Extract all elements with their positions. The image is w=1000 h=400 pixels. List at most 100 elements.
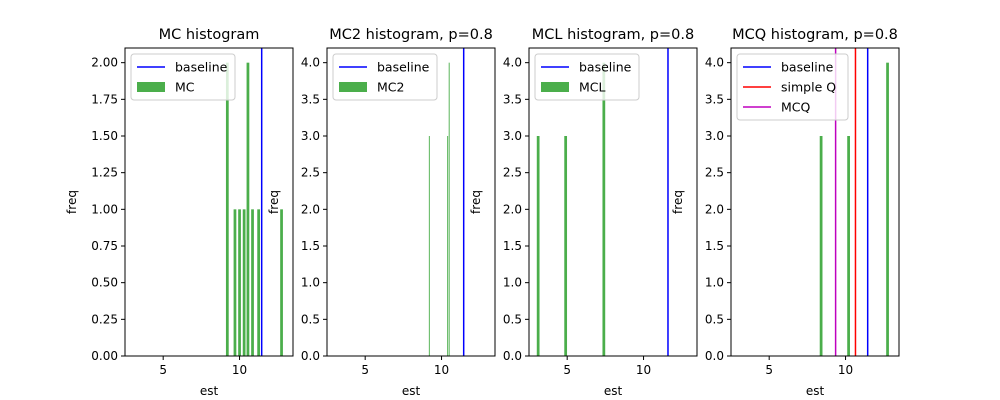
y-tick-label: 1.5 <box>301 239 320 253</box>
x-tick-label: 10 <box>232 363 247 377</box>
y-tick-label: 1.5 <box>503 239 522 253</box>
x-axis-label: est <box>402 384 421 398</box>
legend-label: MCQ <box>781 100 811 115</box>
legend-label: simple Q <box>781 80 836 95</box>
histogram-bar <box>847 136 850 356</box>
legend: baseline MCL <box>534 53 640 101</box>
subplot-title: MC histogram <box>159 27 260 43</box>
histogram-bar <box>886 62 889 356</box>
y-tick-label: 1.25 <box>91 166 118 180</box>
y-axis-label: freq <box>671 190 685 214</box>
axes-frame <box>326 47 496 357</box>
y-tick-label: 1.5 <box>705 239 724 253</box>
x-tick-label: 10 <box>838 363 853 377</box>
histogram-bar <box>238 209 241 356</box>
y-tick-label: 2.00 <box>91 56 118 70</box>
histogram-bar <box>246 62 250 356</box>
x-tick-label: 5 <box>563 363 571 377</box>
y-tick-label: 2.5 <box>503 166 522 180</box>
y-tick-label: 0.00 <box>91 349 118 363</box>
x-axis-label: est <box>200 384 219 398</box>
y-tick-label: 1.00 <box>91 202 118 216</box>
x-axis-label: est <box>604 384 623 398</box>
legend: baseline MC <box>130 53 236 101</box>
y-tick-label: 1.0 <box>301 276 320 290</box>
legend-label: MCL <box>579 80 606 95</box>
y-tick-label: 3.5 <box>705 92 724 106</box>
x-tick-label: 10 <box>434 363 449 377</box>
y-tick-label: 4.0 <box>301 56 320 70</box>
subplot-title: MCL histogram, p=0.8 <box>532 27 694 43</box>
y-tick-label: 0.25 <box>91 312 118 326</box>
y-tick-label: 3.5 <box>503 92 522 106</box>
y-tick-label: 4.0 <box>503 56 522 70</box>
y-tick-label: 0.0 <box>301 349 320 363</box>
histogram-bar <box>257 209 261 356</box>
x-axis-label: est <box>806 384 825 398</box>
x-tick-label: 5 <box>361 363 369 377</box>
axes-frame <box>730 47 900 357</box>
y-tick-label: 0.0 <box>705 349 724 363</box>
y-tick-label: 1.0 <box>503 276 522 290</box>
histogram-bar <box>447 136 449 356</box>
x-tick-label: 10 <box>636 363 651 377</box>
axes-frame <box>124 47 294 357</box>
y-tick-label: 3.5 <box>301 92 320 106</box>
y-tick-label: 2.5 <box>705 166 724 180</box>
x-tick-label: 5 <box>765 363 773 377</box>
subplot-title: MC2 histogram, p=0.8 <box>329 27 493 43</box>
histogram-bar <box>448 62 450 356</box>
legend-label: baseline <box>781 60 834 75</box>
histogram-bar <box>602 62 606 356</box>
y-tick-label: 0.50 <box>91 276 118 290</box>
histogram-bar <box>242 209 246 356</box>
y-axis-label: freq <box>267 190 281 214</box>
histogram-bar <box>280 209 283 356</box>
plot-area <box>428 48 465 356</box>
histogram-bar <box>251 209 254 356</box>
legend-patch-swatch <box>137 82 165 92</box>
axes-frame <box>528 47 698 357</box>
subplot-2: 5 10 0.0 0.5 1.0 1.5 2.0 2.5 3.0 3.5 4.0 MC2 histog… <box>267 27 496 398</box>
histogram-bar <box>564 136 568 356</box>
histogram-bar <box>225 62 229 356</box>
y-tick-label: 0.75 <box>91 239 118 253</box>
legend-label: baseline <box>579 60 632 75</box>
subplot-title: MCQ histogram, p=0.8 <box>732 27 898 43</box>
x-tick-label: 5 <box>159 363 167 377</box>
y-tick-label: 0.5 <box>503 312 522 326</box>
y-axis-label: freq <box>65 190 79 214</box>
y-tick-label: 1.0 <box>705 276 724 290</box>
plot-area <box>225 48 283 356</box>
y-tick-label: 3.0 <box>705 129 724 143</box>
y-tick-label: 4.0 <box>705 56 724 70</box>
histogram-bar <box>819 136 823 356</box>
subplot-4: 5 10 0.0 0.5 1.0 1.5 2.0 2.5 3.0 3.5 4.0 MCQ histog… <box>671 27 900 398</box>
y-tick-label: 2.0 <box>705 202 724 216</box>
y-tick-label: 3.0 <box>301 129 320 143</box>
legend-patch-swatch <box>541 82 569 92</box>
histogram-bar <box>233 209 237 356</box>
subplot-1: 5 10 0.00 0.25 0.50 0.75 1.00 1.25 1.50 1.75 2.00 M… <box>65 27 294 398</box>
subplot-3: 5 10 0.0 0.5 1.0 1.5 2.0 2.5 3.0 3.5 4.0 MCL histog… <box>469 27 698 398</box>
legend: baseline simple Q MCQ <box>736 53 849 121</box>
y-tick-label: 1.75 <box>91 92 118 106</box>
y-tick-label: 0.5 <box>301 312 320 326</box>
y-tick-label: 3.0 <box>503 129 522 143</box>
legend: baseline MC2 <box>332 53 438 101</box>
legend-box <box>736 53 849 121</box>
y-tick-label: 0.0 <box>503 349 522 363</box>
histogram-bar <box>536 136 540 356</box>
y-tick-label: 2.0 <box>503 202 522 216</box>
y-tick-label: 2.5 <box>301 166 320 180</box>
legend-label: baseline <box>377 60 430 75</box>
y-tick-label: 1.50 <box>91 129 118 143</box>
y-tick-label: 0.5 <box>705 312 724 326</box>
legend-label: MC2 <box>377 80 404 95</box>
legend-patch-swatch <box>339 82 367 92</box>
y-tick-label: 2.0 <box>301 202 320 216</box>
legend-label: MC <box>175 80 195 95</box>
legend-label: baseline <box>175 60 228 75</box>
plot-area <box>536 48 669 356</box>
